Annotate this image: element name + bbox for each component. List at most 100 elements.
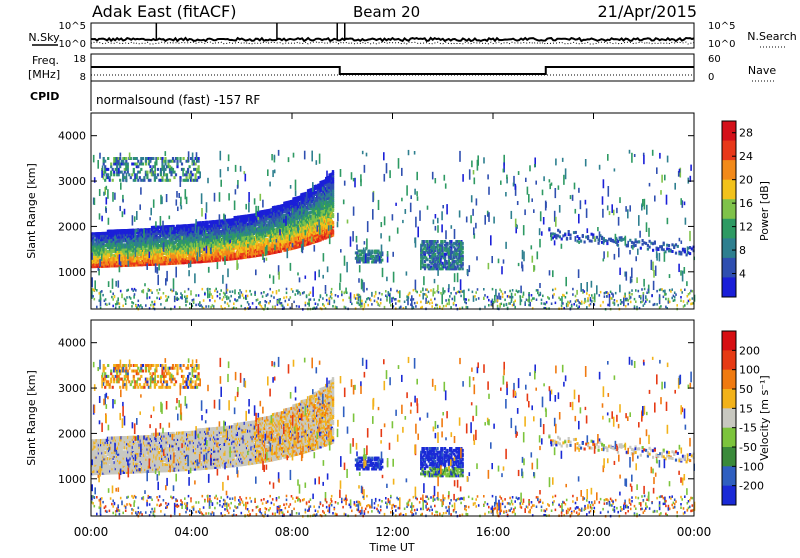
power-cell xyxy=(677,245,679,248)
power-cell xyxy=(657,248,659,251)
power-cell xyxy=(462,267,464,270)
power-cell xyxy=(527,187,529,195)
power-cell xyxy=(245,204,247,210)
power-cell xyxy=(137,179,139,182)
power-cell xyxy=(654,196,656,202)
power-cell xyxy=(142,163,144,166)
power-cell xyxy=(434,279,436,283)
power-cell xyxy=(198,168,200,171)
power-cell xyxy=(427,206,429,210)
power-cell xyxy=(362,151,364,154)
power-cell xyxy=(615,234,617,241)
power-cell xyxy=(603,258,605,261)
power-cell xyxy=(160,216,162,226)
power-cell xyxy=(591,240,593,243)
power-cell xyxy=(157,173,159,176)
station-title: Adak East (fitACF) xyxy=(92,2,236,21)
power-cell xyxy=(569,237,571,240)
power-cell xyxy=(179,157,181,160)
power-cell xyxy=(198,157,200,160)
power-cell xyxy=(113,173,115,176)
power-cell xyxy=(652,150,654,156)
power-cell xyxy=(121,171,123,174)
power-cell xyxy=(187,168,189,171)
power-cell xyxy=(164,160,166,163)
power-cell xyxy=(119,165,121,168)
power-cell xyxy=(461,257,463,264)
power-cell xyxy=(104,171,106,174)
power-cell xyxy=(684,267,686,274)
power-cell xyxy=(166,176,168,179)
power-cell xyxy=(189,165,191,168)
power-cell xyxy=(127,165,129,168)
power-cell xyxy=(682,271,684,282)
noise-search-line xyxy=(91,42,694,44)
power-cell xyxy=(322,275,324,279)
power-cell xyxy=(133,168,135,171)
power-cell xyxy=(182,170,184,177)
power-cell xyxy=(371,250,373,253)
power-cell xyxy=(145,160,147,163)
power-cell xyxy=(679,238,681,242)
power-cell xyxy=(119,179,121,182)
power-cell xyxy=(248,202,250,212)
power-cell xyxy=(145,163,147,166)
power-cell xyxy=(627,209,629,218)
power-cell xyxy=(262,200,264,208)
power-cell xyxy=(107,173,109,176)
power-cell xyxy=(580,283,582,292)
power-cell xyxy=(398,158,400,169)
power-cell xyxy=(161,157,163,160)
power-cell xyxy=(582,235,584,238)
power-cell xyxy=(164,157,166,160)
power-cell xyxy=(160,173,162,176)
power-cell xyxy=(198,171,200,174)
power-cell xyxy=(613,210,615,216)
noise-panel-frame xyxy=(91,23,694,48)
power-cell xyxy=(462,246,464,249)
power-cell xyxy=(164,168,166,171)
power-cell xyxy=(134,179,136,182)
power-cell xyxy=(198,176,200,179)
power-cell xyxy=(578,188,580,193)
power-cell xyxy=(475,223,477,229)
power-cell xyxy=(179,160,181,163)
power-cell xyxy=(152,157,154,160)
freq-label-line2: [MHz] xyxy=(28,68,60,81)
power-cell xyxy=(564,233,566,236)
power-cell xyxy=(155,176,157,179)
power-cell xyxy=(684,250,686,253)
power-cell xyxy=(500,181,502,185)
power-cell xyxy=(118,173,120,176)
power-cell xyxy=(227,167,229,171)
power-cell xyxy=(173,160,175,163)
power-cell xyxy=(340,169,342,177)
power-cell xyxy=(119,254,121,264)
power-cell xyxy=(99,213,101,219)
power-cell xyxy=(260,194,262,201)
power-cell xyxy=(558,185,560,189)
power-cell xyxy=(107,157,109,160)
power-cell xyxy=(354,178,356,188)
power-cell xyxy=(578,241,580,244)
power-cell xyxy=(187,171,189,174)
power-cell xyxy=(131,173,133,176)
beam-title: Beam 20 xyxy=(353,3,420,21)
power-cell xyxy=(104,160,106,163)
power-cell xyxy=(462,251,464,254)
power-cell xyxy=(187,179,189,182)
power-cell xyxy=(328,225,330,231)
power-cell xyxy=(649,246,651,249)
power-cell xyxy=(580,240,582,243)
power-cell xyxy=(142,157,144,160)
power-cell xyxy=(568,230,570,233)
power-cell xyxy=(671,250,673,253)
power-cell xyxy=(109,176,111,179)
noise-left-tick-low: 10^0 xyxy=(59,39,86,50)
power-cell xyxy=(176,157,178,160)
date-title: 21/Apr/2015 xyxy=(597,2,697,21)
power-cell xyxy=(169,179,171,182)
power-cell xyxy=(659,253,661,261)
power-cell xyxy=(575,231,577,234)
